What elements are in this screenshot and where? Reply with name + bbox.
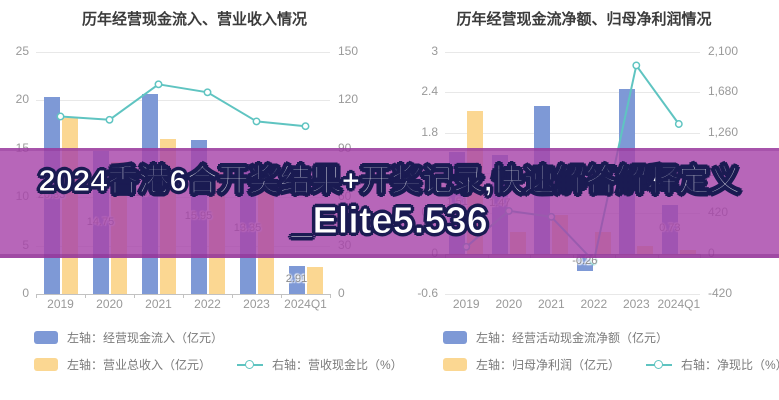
right-axis-tick-label: 1,260: [708, 124, 739, 139]
legend-label: 左轴：营业总收入（亿元）: [67, 358, 212, 372]
legend-item: 右轴：净现比（%）: [646, 356, 779, 373]
x-axis-tick: [85, 294, 86, 298]
gridline: [445, 92, 700, 94]
gridline: [445, 294, 700, 295]
right-axis-tick-label: 0: [338, 286, 345, 300]
gridline: [36, 100, 330, 102]
legend-label: 右轴：营收现金比（%）: [272, 358, 403, 372]
line-point-marker: [632, 61, 641, 70]
legend-line-marker: [654, 359, 664, 369]
x-axis-label: 2020: [495, 297, 523, 311]
gridline: [36, 52, 330, 53]
x-axis: 2019 2020 2021 2022 2023 2024Q1: [445, 297, 700, 313]
overlay-ad-banner[interactable]: 2024香港6合开奖结果+开奖记录,快速解答解释定义 _Elite5.536: [0, 148, 779, 258]
x-axis-label: 2024Q1: [657, 297, 701, 311]
line-point-marker: [56, 112, 65, 121]
right-axis-tick-label: 2,100: [708, 44, 739, 58]
x-axis-tick: [134, 294, 135, 298]
left-axis-tick-label: 20: [15, 92, 29, 107]
right-axis-tick-label: -420: [708, 286, 733, 300]
x-axis-tick: [232, 294, 233, 298]
legend-row: 左轴：经营活动现金流净额（亿元）: [443, 329, 779, 346]
bar-value-label: -0.26: [572, 255, 598, 268]
line-point-marker: [154, 80, 163, 89]
line-point-marker: [589, 257, 598, 266]
legend-line-swatch: [237, 359, 264, 369]
legend-item: 左轴：营业总收入（亿元）: [34, 356, 211, 373]
left-axis-tick-label: 0: [22, 286, 29, 300]
right-axis-tick-label: 120: [338, 92, 359, 107]
legend: 左轴：经营现金流入（亿元） 左轴：营业总收入（亿元） 右轴：营收现金比（%）: [34, 329, 429, 383]
x-axis-label: 2023: [243, 297, 270, 311]
legend-bar-swatch: [443, 358, 467, 371]
legend-label: 左轴：归母净利润（亿元）: [476, 358, 621, 372]
x-axis-label: 2019: [47, 297, 74, 311]
left-axis-tick-label: 2.4: [421, 84, 438, 99]
bar-series-blue: [288, 265, 305, 294]
line-point-marker: [105, 115, 114, 124]
x-axis: 2019 2020 2021 2022 2023 2024Q1: [36, 297, 330, 313]
bar-series-blue: [576, 253, 593, 272]
legend-line-marker: [245, 359, 255, 369]
legend-label: 左轴：经营活动现金流净额（亿元）: [476, 331, 669, 345]
legend-line-swatch: [646, 359, 673, 369]
legend-row: 左轴：经营现金流入（亿元）: [34, 329, 429, 346]
x-axis-tick: [281, 294, 282, 298]
bar-series-yellow: [306, 266, 323, 294]
x-axis-label: 2024Q1: [284, 297, 327, 311]
legend-item: 左轴：经营现金流入（亿元）: [34, 329, 223, 346]
trend-line: [56, 80, 310, 131]
x-axis-label: 2022: [194, 297, 221, 311]
x-axis-label: 2021: [537, 297, 565, 311]
legend: 左轴：经营活动现金流净额（亿元） 左轴：归母净利润（亿元） 右轴：净现比（%）: [443, 329, 779, 383]
legend-row: 左轴：归母净利润（亿元） 右轴：净现比（%）: [443, 356, 779, 373]
x-axis-tick: [183, 294, 184, 298]
gridline: [445, 132, 700, 134]
line-point-marker: [301, 122, 310, 131]
legend-label: 左轴：经营现金流入（亿元）: [67, 331, 224, 345]
legend-item: 左轴：归母净利润（亿元）: [443, 356, 620, 373]
right-axis-tick-label: 150: [338, 44, 359, 58]
gridline: [445, 52, 700, 53]
x-axis-tick: [36, 294, 37, 298]
legend-row: 左轴：营业总收入（亿元） 右轴：营收现金比（%）: [34, 356, 429, 373]
legend-bar-swatch: [34, 358, 58, 371]
left-axis-tick-label: 25: [15, 44, 29, 58]
x-axis-label: 2021: [145, 297, 172, 311]
left-axis-tick-label: -0.6: [417, 286, 438, 300]
banner-text-line2: _Elite5.536: [291, 199, 488, 242]
left-axis-tick-label: 1.8: [421, 124, 438, 139]
banner-text-line1: 2024香港6合开奖结果+开奖记录,快速解答解释定义: [38, 162, 741, 198]
x-axis-label: 2020: [96, 297, 123, 311]
x-axis-label: 2023: [622, 297, 650, 311]
x-axis-label: 2022: [580, 297, 608, 311]
legend-label: 右轴：净现比（%）: [681, 358, 779, 372]
legend-item: 右轴：营收现金比（%）: [237, 356, 403, 373]
bar-value-label: 2.91: [285, 272, 308, 285]
legend-item: 左轴：经营活动现金流净额（亿元）: [443, 329, 668, 346]
line-point-marker: [674, 120, 683, 128]
x-axis-tick: [330, 294, 331, 298]
chart-title: 历年经营现金流净额、归母净利润情况: [456, 11, 712, 28]
line-point-marker: [252, 117, 261, 126]
legend-bar-swatch: [34, 331, 58, 344]
x-axis-label: 2019: [452, 297, 480, 311]
right-axis-tick-label: 1,680: [708, 84, 739, 99]
chart-title: 历年经营现金流入、营业收入情况: [81, 11, 307, 28]
legend-bar-swatch: [443, 331, 467, 344]
left-axis-tick-label: 3: [431, 44, 438, 58]
line-point-marker: [203, 88, 212, 97]
